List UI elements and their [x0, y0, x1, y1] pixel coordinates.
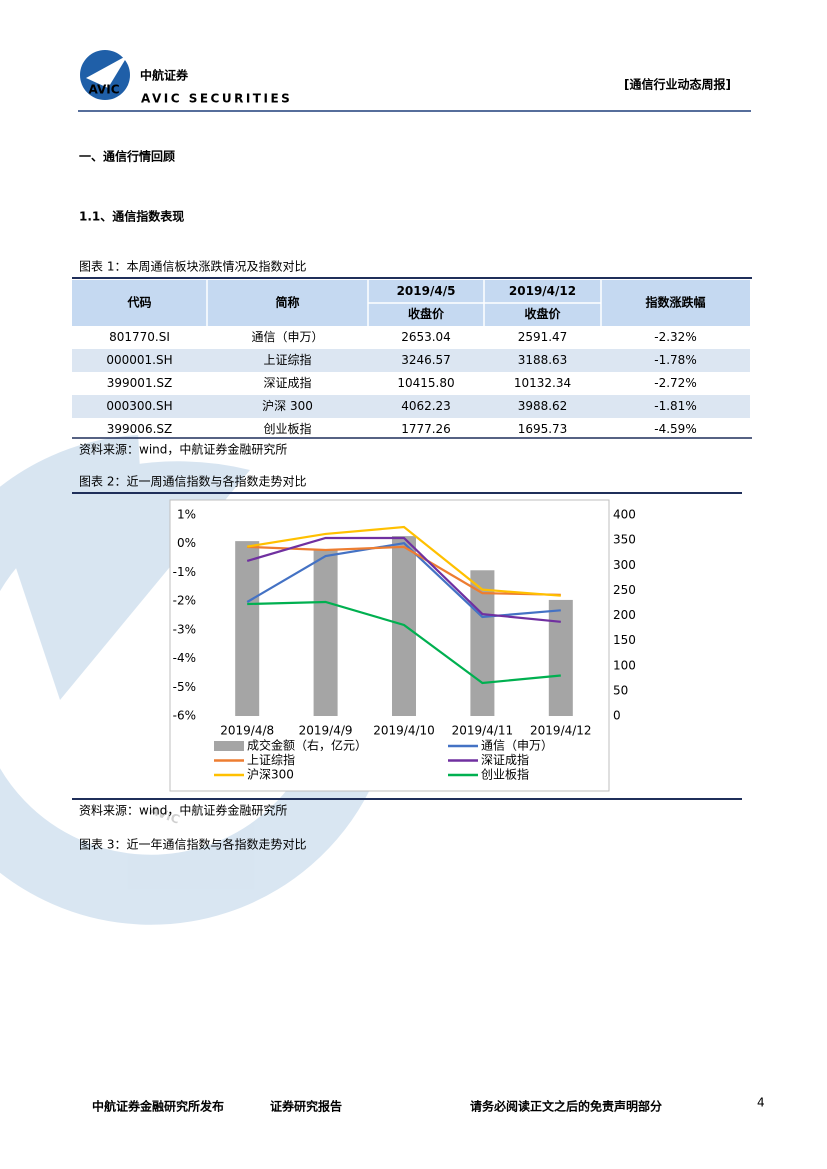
table-cell: 深证成指: [263, 375, 311, 390]
footer-doc-type: 证券研究报告: [270, 1099, 342, 1114]
brand-en: AVIC SECURITIES: [141, 92, 292, 106]
brand: 中航证券: [140, 68, 189, 83]
legend-label: 创业板指: [481, 767, 529, 782]
y2-tick-label: 200: [613, 608, 636, 622]
table-cell: 801770.SI: [109, 330, 170, 344]
table-cell: 创业板指: [263, 421, 311, 436]
line: [247, 545, 561, 596]
y2-tick-label: 300: [613, 558, 636, 572]
y-tick-label: 0%: [177, 536, 196, 550]
y2-tick-label: 100: [613, 658, 636, 672]
table-subheader: 收盘价: [408, 306, 445, 321]
table-cell: 3246.57: [401, 353, 451, 367]
bar: [470, 570, 495, 716]
figure-caption: 图表 3：近一年通信指数与各指数走势对比: [79, 837, 306, 852]
figure-caption: 图表 1：本周通信板块涨跌情况及指数对比: [79, 259, 306, 274]
x-tick-label: 2019/4/8: [220, 724, 274, 738]
footer-disclaimer: 请务必阅读正文之后的免责声明部分: [470, 1099, 662, 1114]
table-cell: 沪深 300: [262, 399, 313, 413]
table-cell: 3988.62: [518, 399, 568, 413]
table-row-bg: [72, 349, 750, 372]
table-cell: 000001.SH: [106, 353, 172, 367]
y2-tick-label: 250: [613, 583, 636, 597]
line: [247, 525, 561, 597]
logo-badge: AVIC: [88, 83, 119, 97]
table-cell: 4062.23: [401, 399, 451, 413]
section-title: 一、通信行情回顾: [79, 149, 175, 164]
bar: [313, 550, 338, 716]
legend-swatch: [214, 741, 244, 751]
y-tick-label: -3%: [173, 622, 196, 636]
line: [246, 541, 561, 619]
y2-tick-label: 50: [613, 683, 628, 697]
line: [247, 600, 561, 685]
x-tick-label: 2019/4/11: [452, 724, 514, 738]
table-cell: 399006.SZ: [107, 422, 172, 436]
table-cell: 上证综指: [263, 352, 311, 367]
table: 代码 简称 2019/4/5 收盘价 2019/4/12 收盘价 指数涨跌幅 801770.S…: [72, 280, 750, 436]
watermark-arc: [0, 435, 395, 925]
table-header: 2019/4/12: [509, 284, 576, 298]
table-cell: 2591.47: [518, 330, 568, 344]
bar: [548, 599, 573, 716]
table-cell: 1777.26: [401, 422, 451, 436]
x-tick-label: 2019/4/10: [373, 724, 435, 738]
x-tick-label: 2019/4/12: [530, 724, 592, 738]
y-tick-label: -2%: [173, 594, 196, 608]
legend-label: 上证综指: [247, 752, 295, 767]
legend-label: 深证成指: [481, 752, 529, 767]
table-cell: 3188.63: [518, 353, 568, 367]
x-tick-label: 2019/4/9: [299, 724, 353, 738]
table-cell: 10415.80: [397, 376, 454, 390]
y-tick-label: 1%: [177, 508, 196, 522]
table-header: 2019/4/5: [397, 284, 456, 298]
line: [246, 536, 561, 623]
table-cell: 399001.SZ: [107, 376, 172, 390]
subsection-title: 1.1、通信指数表现: [79, 209, 184, 224]
table-header: 指数涨跌幅: [645, 295, 705, 310]
page-number: 4: [757, 1096, 765, 1110]
table-cell: -1.81%: [654, 399, 696, 413]
table-header: 简称: [275, 295, 299, 310]
table-cell: 1695.73: [518, 422, 568, 436]
logo: AVIC: [80, 50, 130, 100]
table-cell: 10132.34: [514, 376, 571, 390]
source: 资料来源：wind，中航证券金融研究所: [79, 803, 287, 818]
table-cell: -2.72%: [654, 376, 696, 390]
logo-plane: [86, 55, 128, 88]
legend-label: 沪深300: [247, 768, 294, 782]
y-tick-label: -4%: [173, 651, 196, 665]
y2-tick-label: 350: [613, 533, 636, 547]
y2-tick-label: 0: [613, 709, 621, 723]
legend-label: 成交金额（右，亿元）: [247, 738, 367, 753]
table-cell: -1.78%: [654, 353, 696, 367]
legend-label: 通信（申万）: [481, 739, 553, 753]
footer-publisher: 中航证券金融研究所发布: [92, 1099, 224, 1114]
y-tick-label: -6%: [173, 709, 196, 723]
figure-caption: 图表 2：近一周通信指数与各指数走势对比: [79, 474, 306, 489]
table-subheader: 收盘价: [524, 306, 561, 321]
table-cell: 2653.04: [401, 330, 451, 344]
source: 资料来源：wind，中航证券金融研究所: [79, 442, 287, 457]
table-cell: -2.32%: [654, 330, 696, 344]
y-tick-label: -1%: [173, 565, 196, 579]
table-header: 代码: [126, 295, 151, 310]
table-cell: 000300.SH: [106, 399, 172, 413]
y-tick-label: -5%: [173, 680, 196, 694]
table-cell: 通信（申万）: [251, 330, 323, 344]
y2-tick-label: 400: [613, 508, 636, 522]
y2-tick-label: 150: [613, 633, 636, 647]
table-cell: -4.59%: [654, 422, 696, 436]
chart: 1% 0% -1% -2% -3% -4% -5% -6% 400 350 300 250 200 150…: [173, 508, 636, 782]
table-row-bg: [72, 395, 750, 418]
bar: [235, 541, 260, 716]
report-type: [通信行业动态周报]: [624, 77, 731, 92]
